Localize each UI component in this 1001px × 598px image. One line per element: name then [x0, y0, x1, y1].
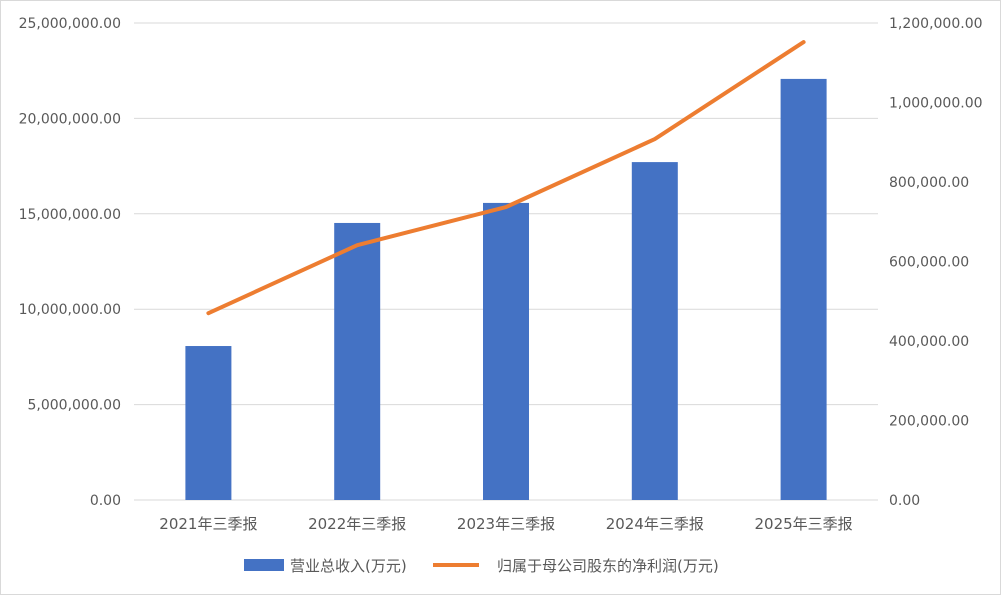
y-right-tick-label: 200,000.00 [889, 414, 969, 430]
y-right-tick-label: 400,000.00 [889, 334, 969, 350]
x-tick-label: 2022年三季报 [308, 515, 406, 533]
x-tick-label: 2021年三季报 [159, 515, 257, 533]
y-right-tick-label: 600,000.00 [889, 255, 969, 271]
y-left-tick-label: 0.00 [90, 493, 121, 509]
y-right-tick-label: 0.00 [889, 493, 920, 509]
y-left-tick-label: 25,000,000.00 [19, 16, 121, 32]
y-left-tick-label: 5,000,000.00 [27, 398, 121, 414]
bar [781, 79, 827, 500]
y-right-tick-label: 1,200,000.00 [889, 16, 983, 32]
bar [483, 203, 529, 500]
legend: 营业总收入(万元) 归属于母公司股东的净利润(万元) [244, 557, 719, 575]
y-left-tick-label: 20,000,000.00 [19, 111, 121, 127]
y-left-tick-label: 15,000,000.00 [19, 207, 121, 223]
bar [334, 223, 380, 500]
y-left-tick-label: 10,000,000.00 [19, 302, 121, 318]
y-right-tick-label: 1,000,000.00 [889, 96, 983, 112]
bar [632, 162, 678, 500]
x-tick-label: 2025年三季报 [755, 515, 853, 533]
legend-swatch-bar [244, 559, 284, 571]
y-right-tick-label: 800,000.00 [889, 175, 969, 191]
bar [185, 346, 231, 500]
legend-label-bar: 营业总收入(万元) [290, 557, 407, 575]
x-tick-label: 2023年三季报 [457, 515, 555, 533]
legend-label-line: 归属于母公司股东的净利润(万元) [497, 557, 719, 575]
x-tick-label: 2024年三季报 [606, 515, 704, 533]
